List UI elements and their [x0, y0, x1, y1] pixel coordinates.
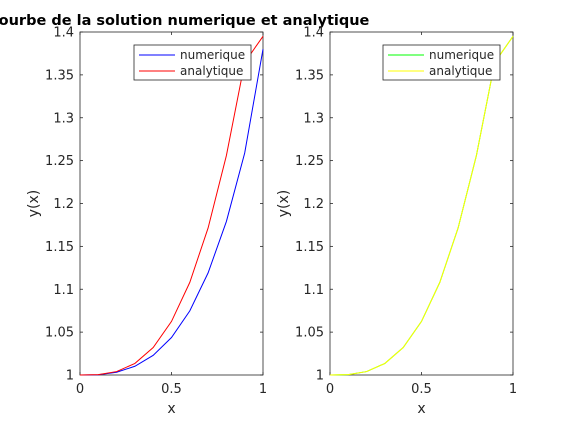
x-tick-label: 1 [259, 382, 267, 397]
legend-box [133, 44, 252, 81]
x-tick-label: 0 [326, 382, 334, 397]
chart-title: Courbe de la solution numerique et analy… [0, 13, 370, 29]
plot-area [329, 31, 514, 376]
y-tick-label: 1 [316, 369, 324, 384]
y-tick-label: 1.3 [53, 111, 74, 126]
y-tick-label: 1.2 [303, 197, 324, 212]
y-tick-label: 1.35 [295, 68, 324, 83]
y-tick-label: 1.1 [53, 283, 74, 298]
x-tick-label: 1 [509, 382, 517, 397]
right-subplot: 1 1.05 1.1 1.15 1.2 1.25 1.3 1.35 1.4 0 0.5 1 x y(x) n… [276, 26, 517, 418]
y-tick-label: 1.25 [45, 154, 74, 169]
x-axis-label: x [417, 401, 425, 417]
y-tick-label: 1.15 [45, 240, 74, 255]
legend-label: numerique [180, 48, 245, 62]
y-tick-label: 1 [66, 369, 74, 384]
y-tick-label: 1.1 [303, 283, 324, 298]
left-subplot: 1 1.05 1.1 1.15 1.2 1.25 1.3 1.35 1.4 0 0.5 1 x y(x) n… [26, 26, 267, 418]
x-tick-label: 0.5 [411, 382, 432, 397]
y-tick-label: 1.3 [303, 111, 324, 126]
series-line-numerique [79, 49, 264, 376]
y-tick-label: 1.4 [53, 26, 74, 41]
y-tick-label: 1.25 [295, 154, 324, 169]
legend-label: analytique [180, 64, 243, 78]
y-axis-label: y(x) [276, 190, 292, 218]
y-tick-label: 1.05 [295, 326, 324, 341]
legend-box [382, 44, 501, 81]
legend-label: numerique [429, 48, 494, 62]
y-tick-label: 1.35 [45, 68, 74, 83]
y-tick-label: 1.2 [53, 197, 74, 212]
x-axis-label: x [167, 401, 175, 417]
series-line-analytique [79, 36, 264, 376]
plot-area [79, 31, 264, 376]
series-line-analytique [329, 36, 514, 376]
legend-label: analytique [429, 64, 492, 78]
y-tick-label: 1.4 [303, 26, 324, 41]
x-tick-label: 0.5 [161, 382, 182, 397]
y-tick-label: 1.05 [45, 326, 74, 341]
y-axis-label: y(x) [26, 190, 42, 218]
y-tick-label: 1.15 [295, 240, 324, 255]
x-tick-label: 0 [76, 382, 84, 397]
